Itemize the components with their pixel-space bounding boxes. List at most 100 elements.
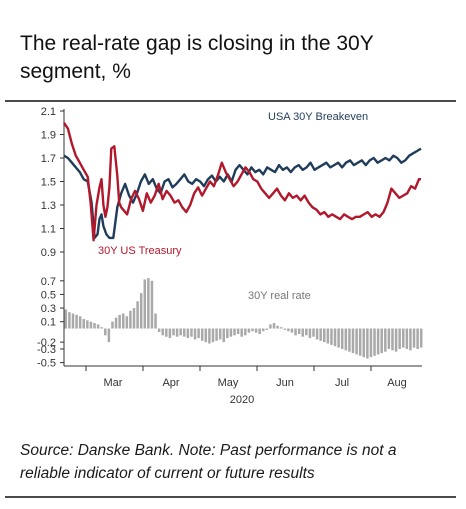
- real-rate-bar: [107, 328, 111, 343]
- real-rate-bar: [283, 328, 287, 330]
- real-rate-bar: [186, 328, 190, 339]
- real-rate-bar: [161, 328, 164, 336]
- y-tick-label: 1.3: [41, 200, 56, 212]
- real-rate-bar: [297, 328, 301, 334]
- real-rate-bars: [64, 278, 423, 359]
- real-rate-bar: [301, 328, 304, 337]
- real-rate-bar: [204, 328, 208, 343]
- x-tick-label: May: [218, 377, 239, 389]
- x-tick-label: Jun: [276, 377, 294, 389]
- real-rate-bar: [154, 313, 157, 329]
- real-rate-bar: [394, 328, 398, 352]
- real-rate-bar: [247, 328, 251, 333]
- real-rate-bar: [348, 328, 351, 352]
- real-rate-bar: [100, 327, 103, 329]
- y-tick-label: 1.5: [41, 177, 56, 189]
- y-tick-label: 2.1: [41, 106, 56, 118]
- real-rate-bar: [405, 328, 409, 349]
- real-rate-bar: [193, 328, 197, 340]
- real-rate-bar: [276, 325, 279, 329]
- real-rate-bar: [279, 327, 283, 329]
- real-rate-bar: [222, 328, 226, 343]
- real-rate-bar: [236, 328, 240, 334]
- treasury-line: [63, 122, 421, 242]
- real-rate-bar: [244, 328, 247, 336]
- real-rate-bar: [391, 328, 394, 351]
- x-tick-label: Aug: [387, 377, 407, 389]
- real-rate-bar: [369, 328, 373, 358]
- real-rate-bar: [305, 328, 308, 336]
- real-rate-bar: [118, 314, 121, 329]
- real-rate-bar: [157, 328, 161, 332]
- real-rate-bar: [168, 328, 172, 339]
- x-tick-label: Apr: [162, 377, 179, 389]
- real-rate-bar: [319, 328, 322, 341]
- real-rate-bar: [294, 328, 297, 336]
- real-rate-bar: [323, 328, 326, 343]
- real-rate-bar: [208, 328, 211, 344]
- chart-title: The real-rate gap is closing in the 30Y …: [20, 32, 374, 83]
- real-rate-bar: [82, 318, 85, 329]
- real-rate-bar: [326, 328, 330, 344]
- real-rate-bar: [132, 308, 136, 329]
- bottom-divider: [5, 496, 456, 498]
- real-rate-bar: [412, 328, 416, 348]
- real-rate-bar: [251, 328, 254, 332]
- real-rate-bar: [111, 321, 114, 329]
- x-tick-label: Jul: [335, 377, 349, 389]
- real-rate-bar: [398, 328, 401, 349]
- real-rate-bar: [308, 328, 312, 339]
- real-rate-bar: [351, 328, 355, 354]
- real-rate-bar: [376, 328, 380, 355]
- real-rate-bar: [93, 323, 96, 329]
- real-rate-bar: [384, 328, 387, 352]
- y-tick-label: 0.9: [41, 247, 56, 259]
- chart-area: [7, 103, 456, 425]
- real-rate-bar: [165, 328, 168, 337]
- real-rate-bar: [129, 310, 132, 329]
- real-rate-bar: [96, 324, 100, 329]
- real-rate-bar: [387, 328, 391, 349]
- y-tick-label: 0.3: [41, 303, 56, 315]
- x-tick-label: Mar: [104, 377, 123, 389]
- y-tick-label: 0.7: [41, 276, 56, 288]
- real-rate-bar: [114, 317, 118, 329]
- real-rate-bar: [229, 328, 233, 337]
- real-rate-bar: [261, 328, 265, 332]
- y-tick-label: -0.3: [37, 344, 56, 356]
- real-rate-bar: [200, 328, 204, 341]
- real-rate-bar: [172, 328, 175, 336]
- y-tick-label: 1.7: [41, 153, 56, 165]
- real-rate-bar: [104, 328, 107, 336]
- real-rate-bar: [380, 328, 383, 354]
- real-rate-bar: [78, 316, 82, 329]
- real-rate-bar: [258, 328, 261, 334]
- real-rate-bar: [312, 328, 315, 337]
- real-rate-bar: [75, 314, 78, 329]
- y-tick-label: 0.1: [41, 317, 56, 329]
- real-rate-bar: [337, 328, 340, 348]
- real-rate-bar: [190, 328, 193, 337]
- breakeven-line: [63, 147, 422, 240]
- y-tick-label: -0.5: [37, 358, 56, 370]
- real-rate-bar: [143, 279, 147, 329]
- y-tick-label: 1.9: [41, 130, 56, 142]
- real-rate-bar: [290, 328, 294, 333]
- real-rate-bar: [139, 293, 143, 329]
- bottom-y-axis: 0.70.5 0.3 0.1 -0.2-0.3 -0.5: [37, 276, 64, 370]
- real-rate-bar: [358, 328, 362, 356]
- real-rate-bar: [86, 320, 89, 329]
- real-rate-bar: [366, 328, 369, 359]
- real-rate-bar: [409, 328, 412, 351]
- real-rate-bar: [402, 328, 405, 348]
- real-rate-bar: [373, 328, 376, 356]
- y-tick-label: -0.2: [37, 337, 56, 349]
- real-rate-bar: [218, 328, 222, 340]
- source-note: Source: Danske Bank. Note: Past performa…: [20, 442, 397, 482]
- line-series: [63, 122, 422, 242]
- real-rate-bar: [240, 328, 243, 337]
- real-rate-bar: [125, 316, 129, 329]
- real-rate-bar: [175, 328, 179, 337]
- real-rate-bar: [269, 324, 272, 329]
- real-rate-bar: [71, 313, 75, 329]
